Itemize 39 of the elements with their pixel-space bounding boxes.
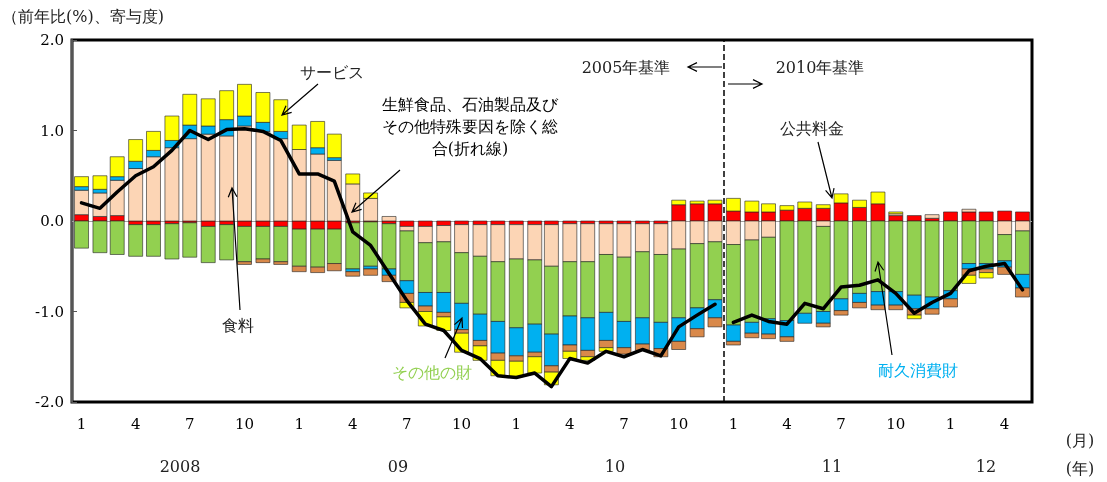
y-tick-label: -1.0 (35, 302, 64, 321)
text: (年) (1065, 458, 1095, 478)
y-tick-label: 2.0 (40, 31, 64, 49)
x-tick-label: 7 (619, 414, 629, 433)
x-axis-title: (月) (1065, 430, 1095, 450)
x-tick-label: 4 (130, 414, 141, 433)
x-tick-label: 1 (76, 414, 87, 433)
text: その他の財 (392, 362, 472, 382)
x-tick-label: 4 (565, 414, 575, 433)
x-tick-label: 10 (452, 414, 472, 433)
series-label: サービス (300, 62, 364, 82)
x-tick-label: 4 (999, 414, 1010, 433)
x-tick-label: 4 (782, 414, 792, 433)
x-tick-label: 10 (234, 414, 255, 433)
text: 10 (604, 456, 626, 476)
x-tick-label: 10 (669, 414, 689, 433)
x-tick-label: 1 (511, 414, 522, 433)
x-tick-label: 7 (402, 414, 412, 433)
y-axis-title: （前年比(%)、寄与度) (2, 6, 164, 26)
text: 食料 (222, 315, 254, 335)
y-tick-label: -2.0 (35, 393, 64, 411)
x-tick-label: 4 (347, 414, 358, 433)
annotation: 2010年基準 (775, 57, 865, 77)
x-tick-label: 7 (185, 414, 195, 433)
text: 耐久消費財 (878, 360, 958, 380)
annotation: 2005年基準 (581, 57, 671, 77)
text: 11 (821, 456, 843, 476)
text: 2008 (159, 456, 201, 476)
text: 生鮮食品、石油製品及びその他特殊要因を除く総合(折れ線) (382, 94, 559, 158)
y-tick-label: 1.0 (40, 121, 64, 140)
text: 公共料金 (780, 118, 844, 138)
x-tick-label: 1 (294, 414, 304, 433)
x-tick-label: 7 (836, 414, 846, 433)
text: 09 (387, 456, 409, 476)
text: 12 (975, 456, 997, 476)
x-tick-label: 1 (945, 414, 956, 433)
y-tick-label: 0.0 (40, 212, 64, 230)
x-tick-label: 10 (886, 414, 906, 433)
x-tick-label: 1 (728, 414, 739, 433)
